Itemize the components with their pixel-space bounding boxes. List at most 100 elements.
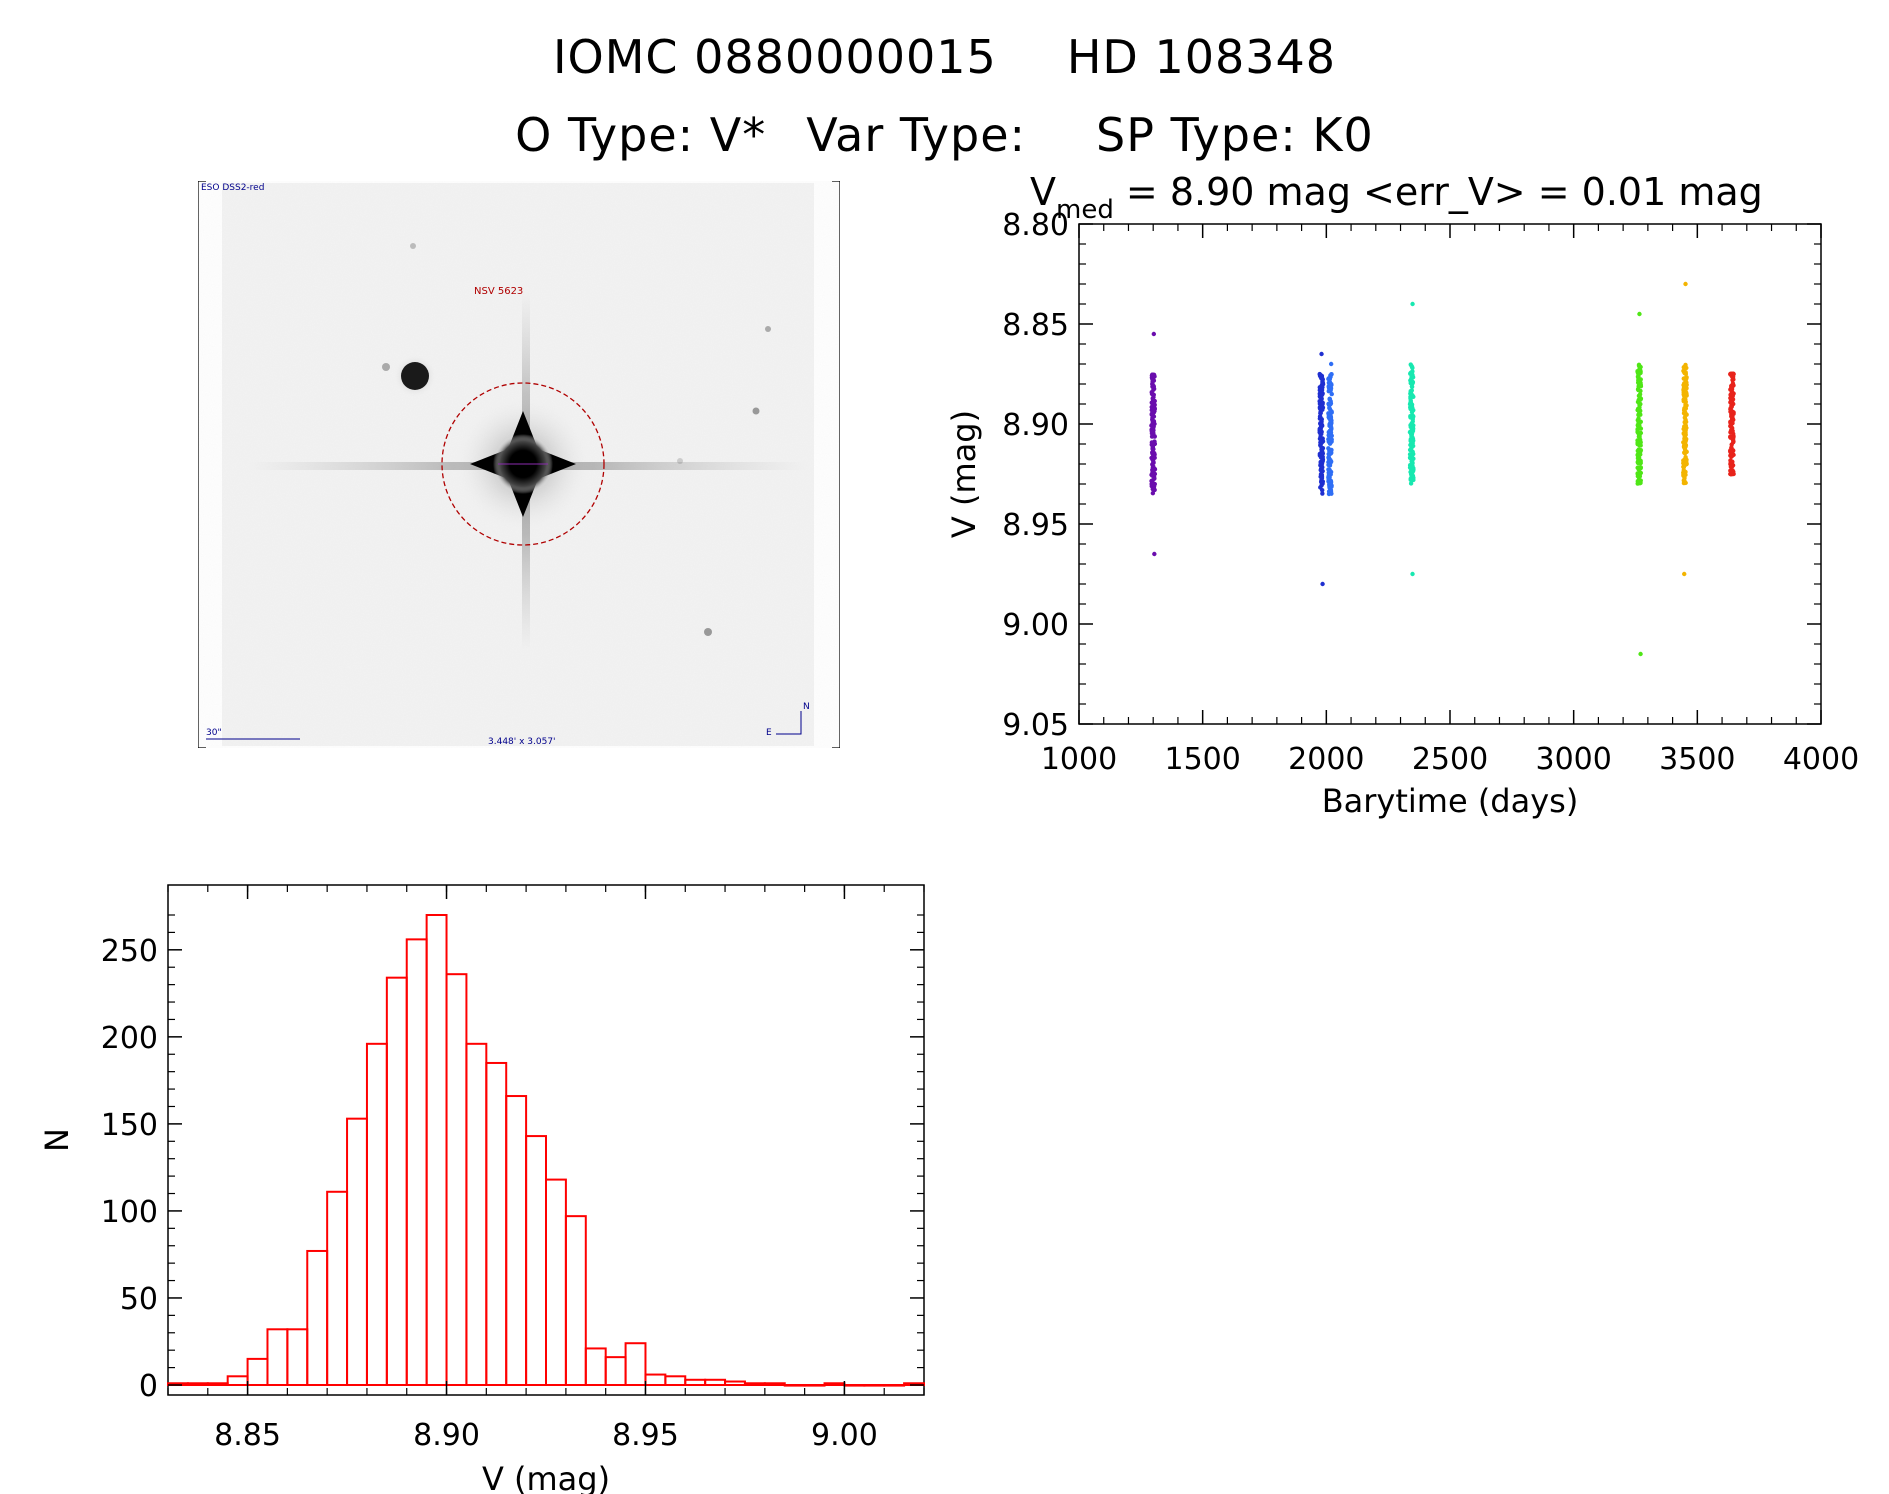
lc-point (1683, 378, 1689, 384)
lc-point (1318, 443, 1323, 449)
lc-point (1150, 418, 1155, 423)
lc-point (1683, 371, 1689, 377)
lc-ytick-label: 8.90 (1002, 408, 1069, 443)
lc-point (1637, 433, 1642, 439)
lc-point (1729, 414, 1734, 419)
lc-point (1682, 442, 1687, 448)
lc-point (1151, 451, 1157, 456)
lc-point (1410, 301, 1415, 307)
lc-point (1317, 436, 1323, 441)
lc-point (1150, 482, 1155, 487)
lc-point (1682, 394, 1687, 399)
lc-point (1409, 371, 1414, 376)
lc-xtick-label: 2500 (1412, 742, 1488, 777)
lc-point (1152, 551, 1157, 557)
lc-point (1326, 472, 1332, 478)
lc-point (1409, 426, 1415, 431)
lc-point (1636, 416, 1641, 421)
lc-point (1409, 453, 1415, 458)
lc-point (1329, 433, 1334, 438)
lc-point (1682, 571, 1687, 577)
lc-point (1328, 383, 1333, 388)
lc-point (1728, 371, 1733, 377)
lc-point (1729, 404, 1734, 409)
page-title: IOMC 0880000015 HD 108348 (0, 30, 1889, 84)
page-subtitle: O Type: V* Var Type: SP Type: K0 (0, 108, 1889, 162)
lc-point (1149, 434, 1155, 439)
lc-xtick-label: 2000 (1288, 742, 1364, 777)
lc-point (1152, 487, 1157, 493)
variable-type: Var Type: (806, 108, 1027, 162)
north-label: N (803, 702, 810, 712)
lc-point (1328, 387, 1333, 392)
lc-point (1151, 471, 1156, 477)
lc-point (1319, 475, 1325, 481)
lc-point (1327, 439, 1332, 445)
lc-point (1638, 452, 1643, 457)
lc-point (1681, 461, 1687, 466)
lc-point (1152, 374, 1157, 379)
lc-point (1681, 387, 1687, 393)
light-curve-plot-area (1078, 223, 1822, 725)
finder-chart-image: ESO DSS2-red NSV 5623 30" 3.448' x 3.057… (198, 181, 840, 748)
lc-point (1150, 396, 1155, 401)
lc-point (1320, 581, 1325, 587)
lc-point (1320, 391, 1325, 397)
lc-point (1683, 417, 1688, 423)
lc-point (1729, 391, 1734, 397)
lc-point (1409, 384, 1415, 389)
lc-point (1681, 470, 1686, 475)
catalog-id: IOMC 0880000015 (552, 30, 997, 84)
lc-point (1151, 331, 1157, 337)
lc-xtick-label: 3500 (1659, 742, 1735, 777)
lc-point (1635, 374, 1641, 379)
lc-point (1329, 491, 1334, 496)
lc-point (1149, 400, 1154, 405)
lc-point (1151, 414, 1157, 419)
light-curve-title: Vmed = 8.90 mag <err_V> = 0.01 mag (1030, 170, 1763, 225)
lc-point (1682, 432, 1687, 437)
lc-point (1637, 311, 1642, 317)
lc-point (1408, 472, 1414, 477)
lc-point (1728, 400, 1733, 405)
lc-point (1318, 461, 1324, 466)
lc-point (1409, 364, 1415, 370)
lc-point (1328, 402, 1333, 407)
lc-point (1328, 361, 1334, 367)
lc-ytick-label: 9.00 (1002, 608, 1069, 643)
lc-point (1320, 465, 1325, 470)
lc-point (1635, 427, 1640, 433)
lc-point (1408, 414, 1413, 419)
lc-ytick-label: 8.85 (1002, 308, 1069, 343)
lc-point (1681, 407, 1687, 413)
lc-ytick-label: 8.95 (1002, 508, 1069, 543)
lc-point (1151, 407, 1157, 412)
light-curve-ylabel: V (mag) (945, 410, 983, 538)
lc-point (1151, 441, 1156, 446)
lc-point (1681, 478, 1686, 483)
hd-id: HD 108348 (1066, 30, 1337, 84)
lc-point (1635, 423, 1641, 428)
object-type: O Type: V* (515, 108, 767, 162)
survey-label: ESO DSS2-red (201, 183, 264, 193)
lc-point (1150, 424, 1155, 429)
lc-point (1683, 362, 1688, 368)
lc-point (1409, 401, 1414, 407)
lc-point (1328, 414, 1333, 420)
lc-point (1637, 402, 1642, 408)
lc-point (1328, 425, 1334, 430)
lc-point (1327, 397, 1332, 402)
lc-point (1319, 423, 1324, 429)
lc-point (1319, 376, 1325, 381)
lc-point (1151, 459, 1156, 464)
lc-ytick-label: 8.80 (1002, 208, 1069, 243)
lc-point (1636, 455, 1642, 461)
lc-point (1637, 473, 1642, 479)
lc-point (1638, 440, 1643, 445)
lc-point (1151, 378, 1157, 383)
lc-point (1636, 465, 1641, 470)
lc-xtick-label: 4000 (1783, 742, 1859, 777)
lc-point (1638, 459, 1643, 464)
lc-point (1319, 351, 1324, 357)
